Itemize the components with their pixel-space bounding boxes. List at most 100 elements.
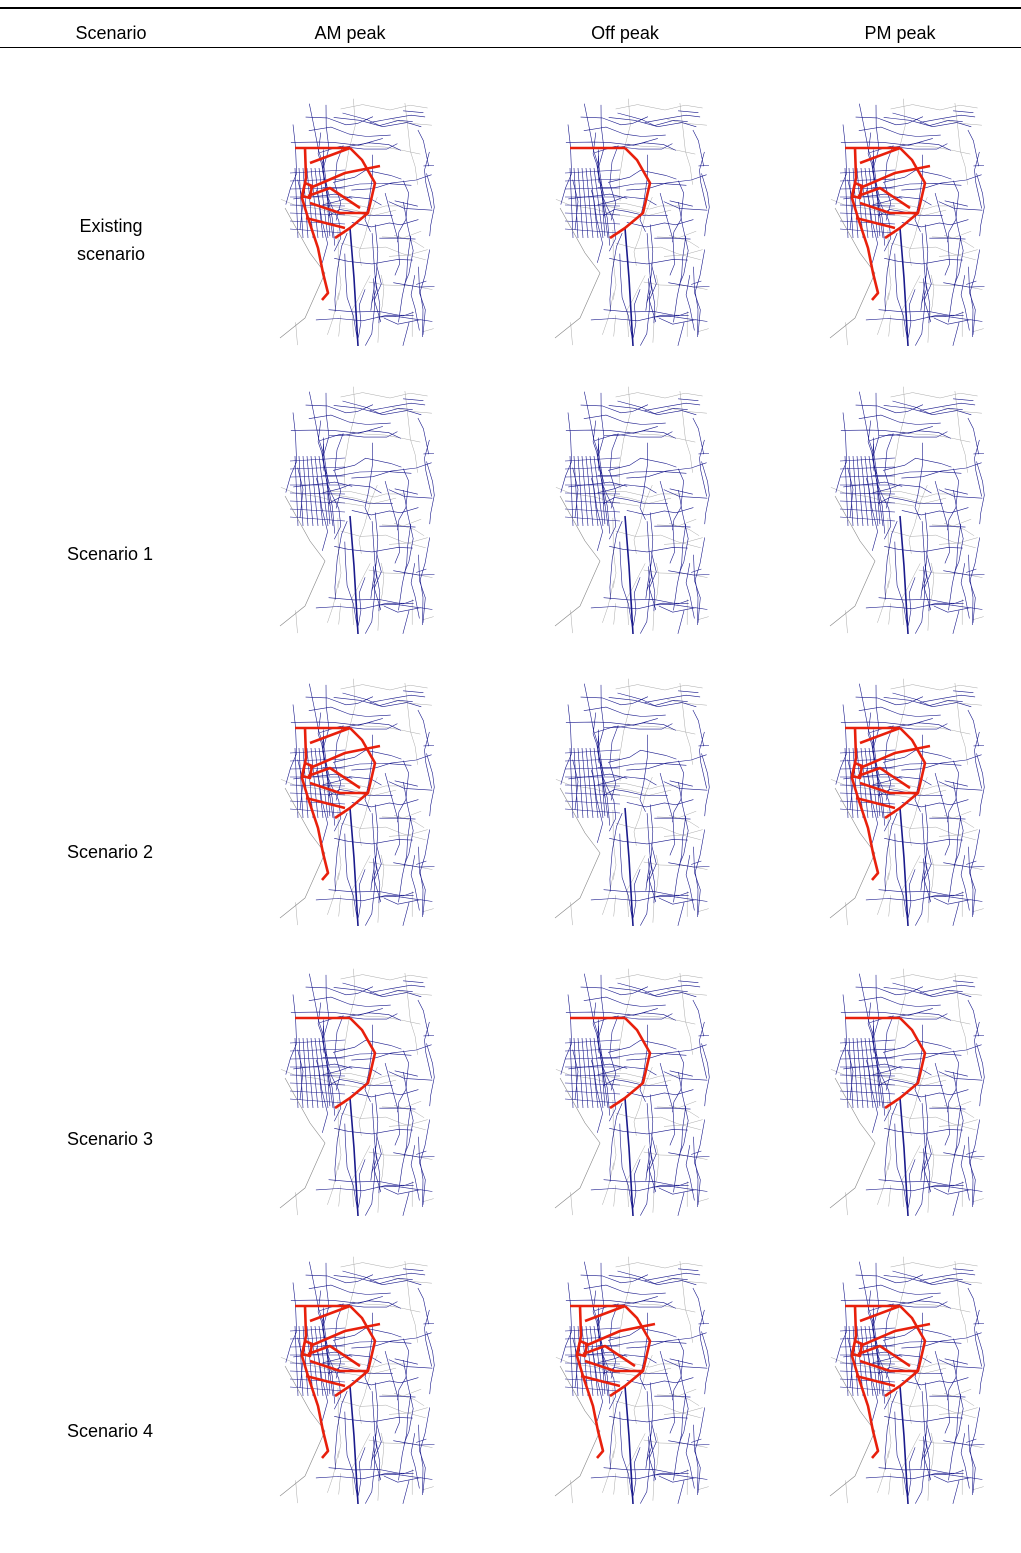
map xyxy=(554,1256,710,1505)
road xyxy=(590,602,689,610)
road xyxy=(560,1282,572,1363)
road xyxy=(564,1074,621,1077)
road xyxy=(585,747,594,819)
road xyxy=(884,1015,894,1091)
road xyxy=(929,817,966,820)
road xyxy=(585,455,594,527)
road xyxy=(308,1284,391,1295)
trunk-road xyxy=(899,1385,909,1505)
road xyxy=(590,894,689,902)
minor-road xyxy=(901,275,921,338)
road xyxy=(603,1467,689,1475)
road xyxy=(678,782,689,867)
road xyxy=(402,902,410,926)
minor-road xyxy=(295,1192,298,1216)
minor-road xyxy=(422,1486,434,1491)
road xyxy=(564,204,621,207)
road xyxy=(290,138,383,146)
road xyxy=(609,1128,688,1135)
congested-road xyxy=(584,1359,643,1373)
road xyxy=(640,566,651,634)
road xyxy=(872,167,884,239)
road xyxy=(318,455,329,527)
road xyxy=(289,169,346,174)
congested-road xyxy=(305,216,346,230)
road xyxy=(644,1272,701,1281)
road xyxy=(701,753,710,817)
trunk-road xyxy=(624,1385,634,1505)
road xyxy=(921,1103,927,1174)
road xyxy=(901,219,969,228)
road xyxy=(840,1296,933,1304)
road xyxy=(403,110,424,113)
road xyxy=(658,1475,708,1483)
congested-road xyxy=(609,1305,652,1398)
road xyxy=(915,1148,926,1216)
road xyxy=(590,1184,689,1192)
minor-road xyxy=(643,1151,708,1160)
road xyxy=(344,1411,359,1502)
minor-road xyxy=(358,777,378,846)
road xyxy=(564,749,621,754)
minor-road xyxy=(954,682,968,765)
road xyxy=(908,289,916,338)
road xyxy=(943,1440,985,1446)
road xyxy=(289,457,346,462)
road xyxy=(597,167,609,239)
coast xyxy=(279,207,326,339)
road xyxy=(609,1015,619,1091)
road xyxy=(626,507,694,516)
road xyxy=(383,317,433,325)
road xyxy=(419,249,430,338)
road xyxy=(652,1473,695,1479)
road xyxy=(564,1039,621,1044)
road xyxy=(597,1053,687,1059)
congested-road xyxy=(309,1322,381,1348)
road xyxy=(379,1395,416,1398)
minor-road xyxy=(368,569,433,578)
column-header: PM peak xyxy=(864,23,936,43)
road xyxy=(417,417,429,455)
coast xyxy=(554,787,601,919)
road xyxy=(328,430,401,439)
road xyxy=(333,697,422,708)
road xyxy=(860,1325,869,1397)
road xyxy=(373,844,382,903)
road xyxy=(564,508,621,513)
road xyxy=(322,1341,412,1347)
minor-road xyxy=(340,1262,428,1269)
road xyxy=(602,1354,617,1410)
road xyxy=(839,457,896,462)
road xyxy=(334,838,413,845)
road xyxy=(943,570,985,576)
minor-road xyxy=(633,1067,653,1136)
road xyxy=(589,747,599,819)
congested-road xyxy=(584,1304,626,1323)
road xyxy=(383,1475,433,1483)
road xyxy=(298,455,304,527)
minor-road xyxy=(845,322,848,346)
road xyxy=(968,846,976,915)
road xyxy=(577,747,584,819)
road xyxy=(608,697,697,708)
column-header: Off peak xyxy=(591,23,659,43)
road xyxy=(894,1123,909,1214)
road xyxy=(293,1063,353,1070)
road xyxy=(839,1386,896,1392)
road xyxy=(868,167,879,239)
road xyxy=(878,1179,964,1187)
road xyxy=(289,1327,346,1332)
road xyxy=(334,1303,344,1379)
road xyxy=(843,1063,903,1070)
road xyxy=(573,1325,579,1397)
road xyxy=(872,196,932,206)
minor-road xyxy=(668,815,700,828)
minor-road xyxy=(337,229,342,300)
road xyxy=(290,1008,383,1016)
road xyxy=(878,430,951,439)
road xyxy=(868,1325,879,1397)
minor-road xyxy=(381,810,422,819)
road xyxy=(333,1039,402,1053)
minor-road xyxy=(602,1450,614,1493)
road xyxy=(914,1024,923,1102)
